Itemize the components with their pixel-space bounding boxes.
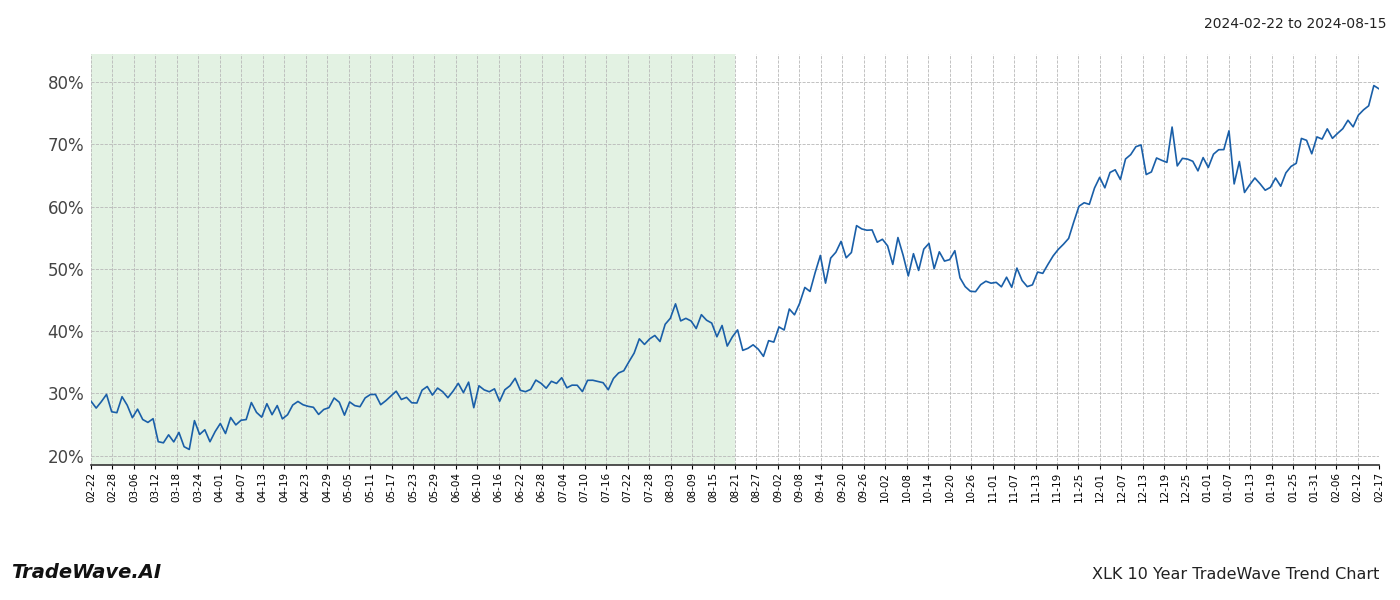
Text: XLK 10 Year TradeWave Trend Chart: XLK 10 Year TradeWave Trend Chart [1092,567,1379,582]
Text: TradeWave.AI: TradeWave.AI [11,563,161,582]
Bar [91,54,735,465]
Text: 2024-02-22 to 2024-08-15: 2024-02-22 to 2024-08-15 [1204,17,1386,31]
